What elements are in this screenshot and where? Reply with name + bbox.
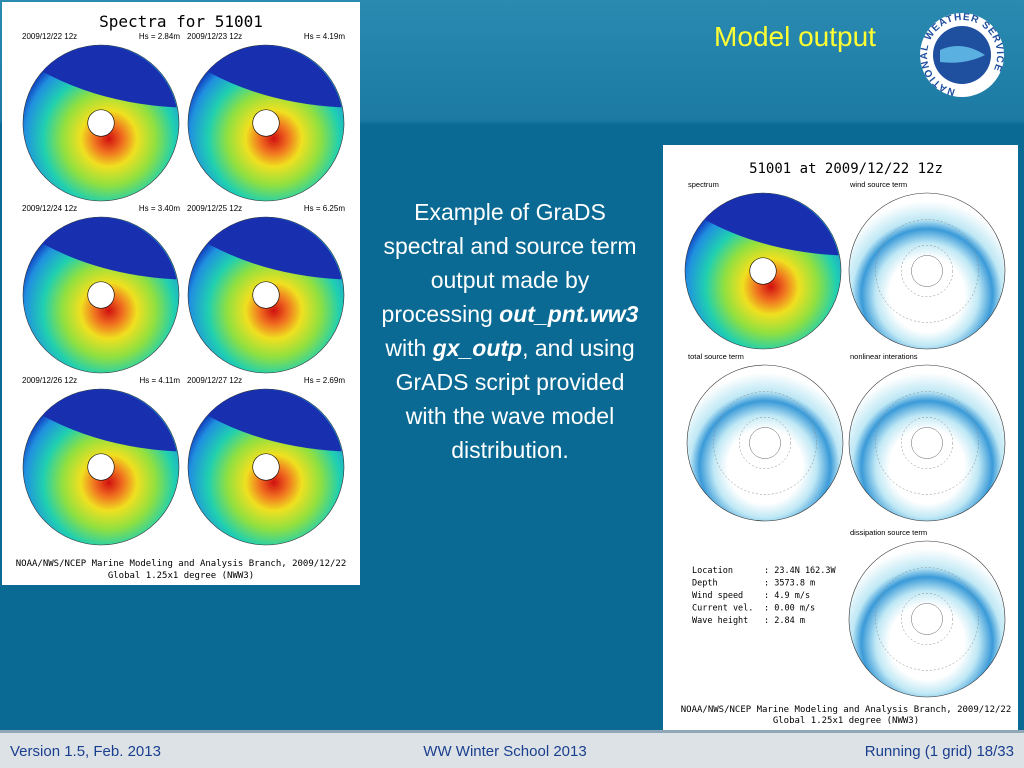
source-ring	[875, 567, 979, 671]
source-center	[911, 255, 943, 287]
source-ring	[901, 245, 953, 297]
spectrum-center	[87, 281, 115, 309]
footer-right: Running (1 grid) 18/33	[865, 743, 1014, 760]
spectrum-cap	[207, 45, 342, 108]
panel-label: nonlinear interations	[850, 352, 918, 361]
body-segment: out_pnt.ww3	[499, 301, 639, 327]
source-center	[911, 603, 943, 635]
source-ring	[875, 219, 979, 323]
slide-title: Model output	[714, 21, 876, 52]
source-ring	[901, 417, 953, 469]
source-ring	[875, 391, 979, 495]
figure-credit: Global 1.25x1 degree (NWW3)	[773, 716, 919, 726]
source-center	[749, 427, 781, 459]
spectrum-cap	[42, 217, 177, 280]
panel-date: 2009/12/22 12z	[22, 32, 77, 41]
info-label: Wind speed	[692, 591, 743, 601]
panel-hs: Hs = 2.69m	[304, 376, 345, 385]
info-value: : 23.4N 162.3W	[764, 566, 837, 576]
panel-date: 2009/12/23 12z	[187, 32, 242, 41]
panel-date: 2009/12/25 12z	[187, 204, 242, 213]
panel-label: total source term	[688, 352, 744, 361]
spectrum-center	[87, 109, 115, 137]
info-label: Depth	[692, 579, 718, 589]
spectrum-cap	[704, 193, 839, 256]
figure-credit: NOAA/NWS/NCEP Marine Modeling and Analys…	[681, 705, 1012, 715]
spectrum-center	[87, 453, 115, 481]
source-center	[911, 427, 943, 459]
figure-credit: Global 1.25x1 degree (NWW3)	[108, 571, 254, 581]
panel-date: 2009/12/26 12z	[22, 376, 77, 385]
panel-label: spectrum	[688, 180, 719, 189]
info-value: : 0.00 m/s	[764, 604, 815, 614]
info-value: : 4.9 m/s	[764, 591, 810, 601]
info-value: : 2.84 m	[764, 616, 805, 626]
spectrum-cap	[207, 389, 342, 452]
spectrum-center	[252, 453, 280, 481]
source-ring	[713, 391, 817, 495]
body-text: Example of GraDS spectral and source ter…	[375, 195, 645, 467]
figure-title: 51001 at 2009/12/22 12z	[749, 161, 943, 177]
spectrum-center	[252, 281, 280, 309]
body-segment: , and using GrADS script provided with t…	[395, 335, 635, 463]
panel-hs: Hs = 3.40m	[139, 204, 180, 213]
panel-label: wind source term	[849, 180, 907, 189]
info-label: Location	[692, 566, 733, 576]
info-label: Current vel.	[692, 604, 753, 614]
footer-left: Version 1.5, Feb. 2013	[10, 743, 161, 760]
panel-hs: Hs = 6.25m	[304, 204, 345, 213]
panel-label: dissipation source term	[850, 528, 927, 537]
info-value: : 3573.8 m	[764, 579, 815, 589]
figure-credit: NOAA/NWS/NCEP Marine Modeling and Analys…	[16, 559, 347, 569]
body-segment: with	[385, 335, 433, 361]
footer-rule	[0, 730, 1024, 733]
spectrum-cap	[207, 217, 342, 280]
info-label: Wave height	[692, 616, 748, 626]
logo: NATIONAL WEATHER SERVICE	[919, 12, 1004, 97]
footer-center: WW Winter School 2013	[423, 743, 586, 760]
panel-hs: Hs = 4.11m	[139, 376, 180, 385]
source-ring	[739, 417, 791, 469]
panel-date: 2009/12/24 12z	[22, 204, 77, 213]
body-segment: Example of GraDS spectral and source ter…	[381, 199, 637, 327]
figure-title: Spectra for 51001	[99, 12, 263, 31]
spectrum-cap	[42, 389, 177, 452]
source-ring	[901, 593, 953, 645]
spectrum-center	[252, 109, 280, 137]
spectrum-center	[749, 257, 777, 285]
body-segment: gx_outp	[432, 335, 523, 361]
footer-bar	[0, 730, 1024, 768]
spectrum-cap	[42, 45, 177, 108]
panel-hs: Hs = 2.84m	[139, 32, 180, 41]
panel-date: 2009/12/27 12z	[187, 376, 242, 385]
panel-hs: Hs = 4.19m	[304, 32, 345, 41]
